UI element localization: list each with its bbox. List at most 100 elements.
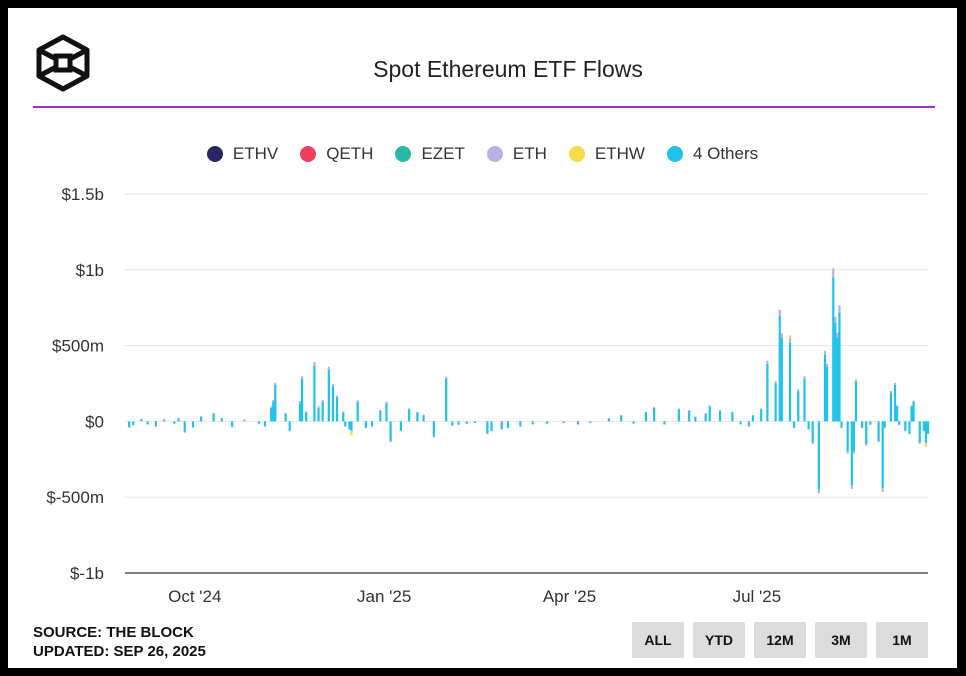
bar-segment bbox=[731, 411, 734, 413]
bar-segment bbox=[846, 451, 849, 454]
bar-segment bbox=[506, 427, 510, 429]
legend-item-qeth[interactable]: QETH bbox=[300, 144, 373, 164]
bar-segment bbox=[321, 401, 324, 422]
bar-segment bbox=[128, 421, 131, 428]
bar-segment bbox=[694, 416, 697, 422]
legend-item-eth[interactable]: ETH bbox=[486, 144, 547, 164]
bar-segment bbox=[389, 421, 392, 442]
y-tick-label: $0 bbox=[85, 412, 104, 431]
bar-segment bbox=[778, 309, 781, 316]
legend-dot-qeth bbox=[300, 146, 317, 162]
bar-segment bbox=[272, 401, 275, 422]
legend-item-ethw[interactable]: ETHW bbox=[568, 144, 645, 164]
bar-segment bbox=[230, 426, 234, 428]
bar-segment bbox=[797, 391, 800, 422]
bar-segment bbox=[473, 421, 477, 423]
bar-segment bbox=[910, 406, 913, 422]
title-divider bbox=[33, 106, 935, 108]
bar-segment bbox=[926, 421, 930, 434]
bar-segment bbox=[644, 411, 648, 413]
bar-segment bbox=[519, 425, 522, 427]
bar-segment bbox=[163, 419, 166, 422]
bar-segment bbox=[840, 427, 843, 429]
bar-segment bbox=[826, 366, 829, 422]
bar-segment bbox=[270, 406, 273, 408]
bar-segment bbox=[364, 427, 367, 429]
bar-segment bbox=[807, 428, 810, 430]
bar-segment bbox=[399, 430, 403, 432]
bar-segment bbox=[908, 421, 911, 434]
range-12m-button[interactable]: 12M bbox=[754, 622, 806, 658]
bar-segment bbox=[811, 421, 814, 443]
range-1m-button[interactable]: 1M bbox=[876, 622, 928, 658]
bar-segment bbox=[562, 421, 565, 423]
bar-segment bbox=[274, 382, 277, 386]
bar-segment bbox=[270, 407, 273, 422]
bar-segment bbox=[760, 409, 763, 422]
bar-segment bbox=[912, 401, 915, 422]
bar-segment bbox=[327, 366, 330, 370]
bar-segment bbox=[793, 421, 796, 428]
bar-segment bbox=[881, 488, 884, 492]
bar-segment bbox=[350, 430, 353, 432]
x-tick-label: Jul '25 bbox=[733, 587, 782, 606]
legend-item-others[interactable]: 4 Others bbox=[666, 144, 759, 164]
bar-segment bbox=[760, 408, 763, 410]
chart-title: Spot Ethereum ETF Flows bbox=[373, 56, 643, 82]
bar-segment bbox=[379, 409, 382, 411]
bar-segment bbox=[793, 427, 796, 429]
legend-item-ethv[interactable]: ETHV bbox=[206, 144, 278, 164]
legend-item-ezet[interactable]: EZET bbox=[395, 144, 465, 164]
bar-segment bbox=[803, 378, 806, 422]
bar-segment bbox=[284, 413, 287, 422]
bar-segment bbox=[243, 419, 246, 422]
bar-segment bbox=[422, 414, 425, 416]
legend: ETHV QETH EZET ETH ETHW 4 Others bbox=[8, 144, 957, 164]
bar-segment bbox=[854, 379, 858, 382]
bar-segment bbox=[677, 408, 680, 410]
bar-segment bbox=[747, 425, 750, 427]
bar-segment bbox=[344, 421, 347, 426]
bar-segment bbox=[838, 312, 841, 422]
bar-segment bbox=[379, 410, 382, 422]
bar-segment bbox=[348, 421, 351, 429]
legend-label-ezet: EZET bbox=[421, 144, 465, 163]
legend-dot-ethv bbox=[206, 146, 223, 162]
bar-segment bbox=[718, 410, 722, 422]
bar-segment bbox=[348, 428, 351, 430]
bar-segment bbox=[865, 444, 868, 446]
bar-segment bbox=[163, 419, 166, 421]
bar-segment bbox=[327, 369, 330, 422]
bar-segment bbox=[832, 277, 835, 422]
bar-segment bbox=[220, 417, 223, 419]
bar-segment bbox=[364, 421, 367, 428]
bar-segment bbox=[272, 399, 275, 402]
bar-segment bbox=[811, 442, 814, 445]
bar-segment bbox=[896, 406, 899, 422]
bar-segment bbox=[852, 451, 855, 454]
bar-segment bbox=[836, 338, 839, 422]
bar-segment bbox=[317, 407, 320, 422]
bar-segment bbox=[305, 411, 308, 413]
bar-segment bbox=[751, 414, 755, 416]
bar-segment bbox=[704, 413, 707, 422]
bar-segment bbox=[335, 395, 339, 398]
bar-segment bbox=[356, 400, 359, 402]
bar-segment bbox=[893, 382, 897, 386]
bar-segment bbox=[774, 381, 777, 384]
bar-segment bbox=[457, 421, 460, 425]
range-3m-button[interactable]: 3M bbox=[815, 622, 867, 658]
source-text: SOURCE: THE BLOCK bbox=[33, 624, 194, 641]
bar-segment bbox=[321, 399, 324, 402]
bar-segment bbox=[904, 430, 907, 432]
bar-segment bbox=[432, 436, 435, 438]
range-ytd-button[interactable]: YTD bbox=[693, 622, 745, 658]
legend-label-others: 4 Others bbox=[692, 144, 759, 163]
bar-segment bbox=[774, 383, 777, 422]
bar-segment bbox=[747, 421, 750, 426]
range-all-button[interactable]: ALL bbox=[632, 622, 684, 658]
bar-segment bbox=[852, 421, 855, 452]
bar-segment bbox=[861, 427, 864, 429]
bar-segment bbox=[422, 415, 425, 422]
bar-segment bbox=[519, 421, 522, 426]
